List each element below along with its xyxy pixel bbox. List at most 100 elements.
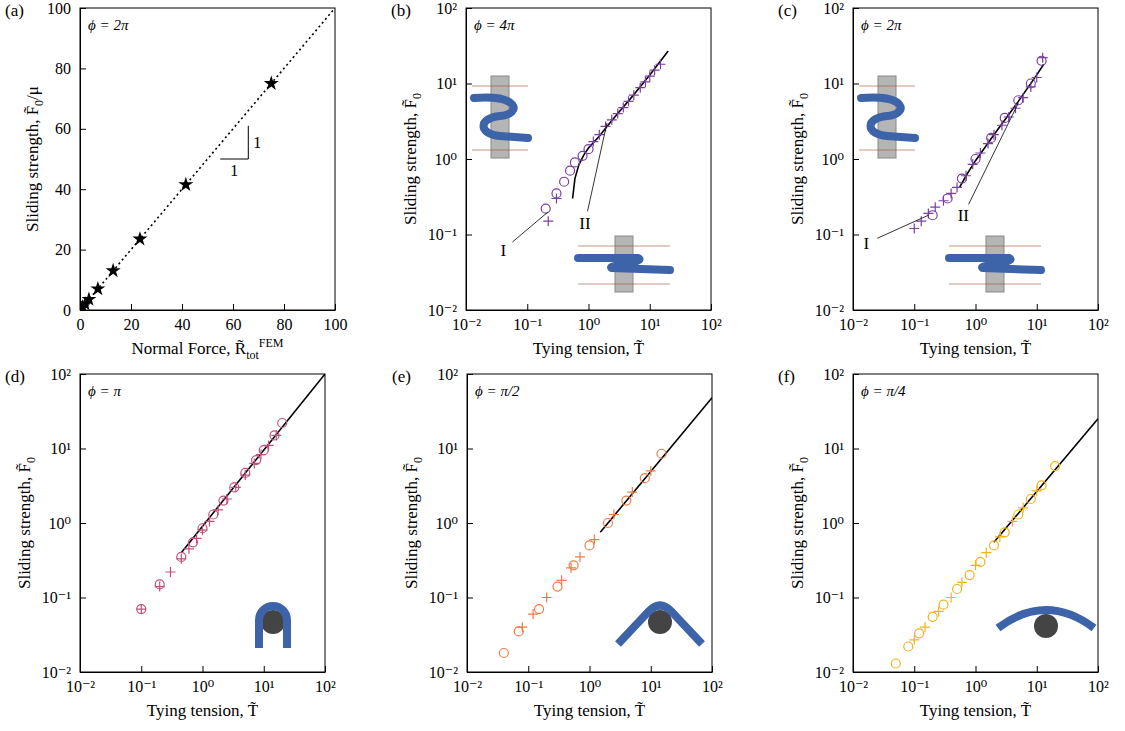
data-point [968,159,978,169]
plot-area [499,398,712,658]
guide [472,150,528,151]
axis-line [80,9,81,311]
tick-mark [467,449,473,450]
data-point [560,177,569,186]
tick-mark [853,449,859,450]
tick: 10⁻¹ [429,589,473,606]
tick-mark [80,68,86,69]
tick: 10⁻² [815,664,859,681]
tick: 80 [55,60,86,77]
tick-label: 10⁻² [42,664,71,681]
data-point [1051,462,1060,471]
guide [949,246,1041,247]
data-point [222,494,232,504]
tick: 10⁻¹ [514,666,543,695]
tick-label: 10⁰ [965,678,987,695]
axis-title: Normal Force, R̃totFEM [131,336,283,362]
plot-frame [853,374,1098,672]
tick: 10⁻¹ [42,589,86,606]
data-point [584,145,593,154]
leader-line [512,212,548,242]
tick: 40 [55,181,86,198]
panel-letter: (f) [778,367,795,386]
tick-mark [80,672,86,673]
tick-mark [467,672,473,673]
data-point [155,582,165,592]
data-point [1032,73,1042,83]
tick-label: 10⁰ [822,151,844,168]
data-point [1026,494,1035,503]
tick-label: 20 [124,316,140,333]
slope-label: 1 [253,134,261,151]
data-point [957,577,967,587]
data-point [541,204,550,213]
data-point [132,231,147,245]
tick-label: 10¹ [641,678,662,695]
rod [618,606,702,645]
tick-label: 40 [55,181,71,198]
tick-mark [712,666,713,672]
tick-label: 10⁻¹ [900,316,929,333]
axis-title-part: 0 [797,457,811,463]
tick-label: 40 [175,316,191,333]
tick-label: 10⁻¹ [514,678,543,695]
tick-mark [711,304,712,310]
fit-line [573,51,669,199]
tick-mark [335,304,336,310]
tick-mark [651,666,652,672]
tick-mark [853,159,859,160]
data-point [613,109,623,119]
rod [474,97,528,138]
guide [472,86,528,87]
tick-mark [80,523,86,524]
panel: 10⁻²10⁻¹10⁰10¹10²10⁻²10⁻¹10⁰10¹10²Tying … [778,366,1109,720]
data-point [566,166,575,175]
plot-area [891,419,1098,668]
tick-label: 10⁻² [453,678,482,695]
tick: 10⁻¹ [815,226,859,243]
tick: 10⁰ [965,304,987,333]
tick: 10² [436,0,472,17]
plot-frame [80,8,335,310]
data-point [981,548,991,558]
data-point [618,103,628,113]
tick-mark [1037,304,1038,310]
data-point [178,177,193,191]
axis-title: Sliding strength, F̃0 [788,457,811,589]
tick: 10¹ [436,75,472,92]
tick-label: 10¹ [640,316,661,333]
tick-mark [1098,304,1099,310]
x-axis: 10⁻²10⁻¹10⁰10¹10² [66,666,336,695]
tick: 10⁰ [578,304,600,333]
tick: 10² [823,366,859,383]
data-point [543,216,553,226]
tick-mark [853,598,859,599]
tick-label: 80 [277,316,293,333]
tick: 20 [124,304,140,333]
axis-title-part: Tying tension, T̃ [534,701,646,720]
data-point [137,605,146,614]
slope-triangle [220,126,248,159]
tick-mark [467,598,473,599]
axis-title-part: 0 [24,457,38,463]
data-point [209,510,218,519]
fit-line [960,64,1044,187]
tick-mark [80,250,86,251]
panel-letter: (e) [392,367,411,386]
tick: 20 [55,241,86,258]
tick-mark [853,84,859,85]
data-point [249,458,259,468]
tick-mark [80,310,86,311]
tick-label: 10⁻¹ [42,589,71,606]
plot-frame [80,374,325,672]
tick: 10¹ [823,440,859,457]
tick: 40 [175,304,191,333]
tick-mark [80,598,86,599]
tick-label: 10⁻¹ [513,316,542,333]
panel-letter: (b) [391,1,411,20]
tick-mark [528,666,529,672]
tick-label: 10² [823,0,844,17]
data-point [569,561,578,570]
data-point [528,609,538,619]
data-point [635,83,645,93]
